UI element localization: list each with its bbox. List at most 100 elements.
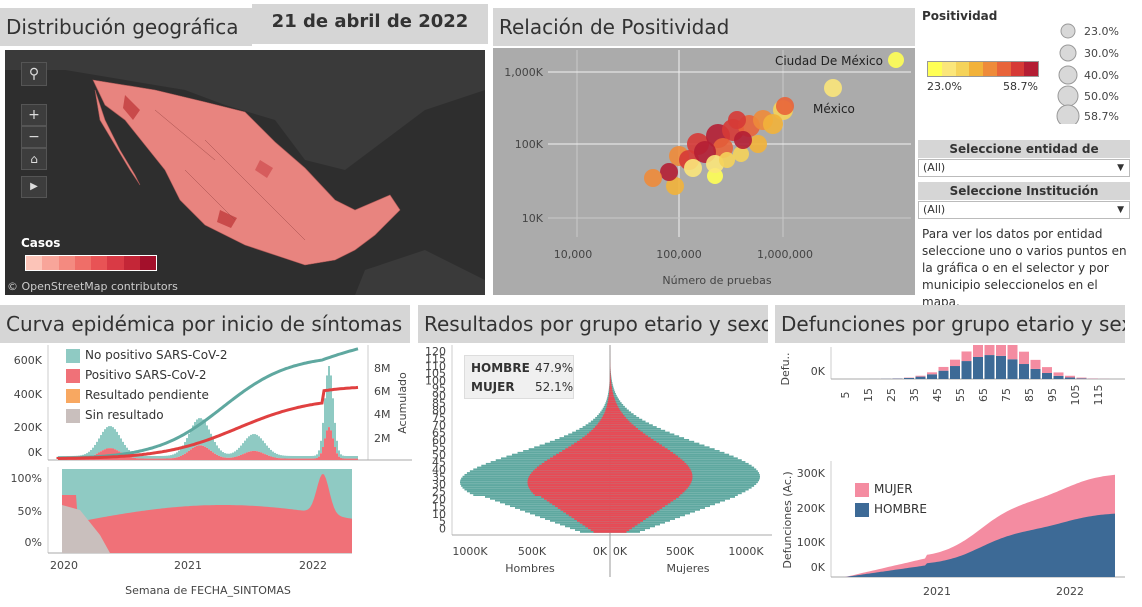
deaths-ytick: 100K <box>797 536 826 549</box>
epi-bar-pos <box>290 459 292 460</box>
pyr-bar-mujer-pos <box>610 489 686 491</box>
epi-bar-pos <box>208 449 210 460</box>
pyr-bar-hombre-pos <box>609 393 610 395</box>
scatter-point[interactable] <box>776 97 794 115</box>
home-button[interactable]: ⌂ <box>21 148 47 170</box>
epi-bar-neg <box>302 456 304 459</box>
epi-legend-item[interactable]: Positivo SARS-CoV-2 <box>66 368 207 383</box>
cases-legend-swatch <box>26 256 42 270</box>
death-age-tick: 75 <box>1000 388 1013 402</box>
pyr-right-label: Mujeres <box>666 562 709 575</box>
cases-legend-swatch <box>42 256 58 270</box>
pyr-bar-mujer-pos <box>610 393 613 395</box>
epi-bar-pos <box>236 456 238 460</box>
epi-legend-swatch <box>66 409 80 423</box>
epi-bar-neg <box>346 456 348 459</box>
epi-bar-neg <box>100 435 102 451</box>
zoom-in-button[interactable]: + <box>21 104 47 126</box>
epi-bar-neg <box>90 450 92 457</box>
pyr-bar-hombre-pos <box>571 445 610 447</box>
pyr-bar-hombre-pos <box>594 531 611 533</box>
pyr-bar-hombre-pos <box>607 402 610 404</box>
pyr-bar-mujer-pos <box>610 529 629 531</box>
play-button[interactable]: ▶ <box>21 176 47 198</box>
scatter-point[interactable] <box>824 79 842 97</box>
epi-bar-neg <box>304 456 306 459</box>
pyr-bar-hombre-pos <box>605 411 610 413</box>
positividad-min: 23.0% <box>927 80 962 93</box>
entidad-select-value: (All) <box>923 161 945 174</box>
epi-bar-neg <box>296 456 298 459</box>
pyramid-title: Resultados por grupo etario y sexo <box>418 305 768 343</box>
deaths-legend-item[interactable]: HOMBRE <box>855 502 927 517</box>
pyr-right-tick: 1000K <box>728 545 764 558</box>
epi-bar-neg <box>272 452 274 457</box>
epi-xtick: 2020 <box>50 559 78 572</box>
map-search-button[interactable]: ⚲ <box>21 62 47 86</box>
death-age-bar-mujer <box>950 360 960 366</box>
epi-bar-neg <box>116 432 118 450</box>
epi-bar-pos <box>152 459 154 460</box>
epi-bar-pos <box>346 459 348 460</box>
pyr-bar-mujer-pos <box>610 474 692 476</box>
epi-bar-pos <box>190 449 192 460</box>
scatter-point[interactable] <box>719 152 735 168</box>
epi-pcttick: 50% <box>18 505 42 518</box>
zoom-out-button[interactable]: − <box>21 126 47 148</box>
epi-bar-pos <box>264 454 266 460</box>
epi-bar-pos <box>248 452 250 460</box>
pyr-bar-hombre-pos <box>580 522 610 524</box>
epi-bar-pos <box>176 457 178 460</box>
scatter-point[interactable] <box>734 131 752 149</box>
epi-bar-pos <box>172 458 174 460</box>
death-age-bar-hombre <box>927 374 937 379</box>
cases-legend-swatch <box>75 256 91 270</box>
scatter-point[interactable] <box>684 159 702 177</box>
epi-bar-neg <box>314 456 316 459</box>
deaths-ytick: 300K <box>797 467 826 480</box>
pyr-bar-hombre-pos <box>607 406 610 408</box>
deaths-legend-item[interactable]: MUJER <box>855 482 913 497</box>
size-label: 58.7% <box>1084 110 1119 123</box>
scatter-point[interactable] <box>888 52 904 68</box>
epi-bar-neg <box>210 434 212 451</box>
entidad-select[interactable]: (All) ▼ <box>918 159 1130 177</box>
epi-bar-neg <box>244 441 246 454</box>
cases-legend-swatch <box>140 256 156 270</box>
epi-bar-pos <box>160 459 162 460</box>
map-canvas[interactable]: ⚲ + − ⌂ ▶ Casos © OpenStreetMap contribu… <box>5 50 485 295</box>
scatter-point[interactable] <box>728 111 746 129</box>
pyr-bar-hombre-pos <box>547 500 610 502</box>
pyr-bar-hombre-pos <box>574 443 610 445</box>
epi-bar-pos <box>168 458 170 460</box>
pyr-bar-mujer-pos <box>610 382 611 384</box>
death-age-bar-mujer <box>973 345 983 357</box>
epi-bar-pos <box>286 459 288 460</box>
pyr-bar-mujer-pos <box>610 503 668 505</box>
pyr-bar-hombre-pos <box>589 432 610 434</box>
epi-bar-pos <box>216 455 218 460</box>
epi-bar-neg <box>336 441 338 453</box>
scatter-point[interactable] <box>660 163 678 181</box>
death-age-bar-hombre <box>950 366 960 379</box>
pyr-bar-mujer-pos <box>610 386 612 388</box>
scatter-point[interactable] <box>763 114 783 134</box>
epi-legend-item[interactable]: Resultado pendiente <box>66 388 209 403</box>
epi-bar-neg <box>250 435 252 451</box>
epi-bar-pos <box>262 453 264 460</box>
pyr-bar-hombre-pos <box>530 474 610 476</box>
pyr-bar-hombre-pos <box>553 456 610 458</box>
scatter-point[interactable] <box>644 169 662 187</box>
pyr-bar-hombre-pos <box>537 467 610 469</box>
pyr-bar-hombre-pos <box>605 410 610 412</box>
search-icon: ⚲ <box>29 66 39 82</box>
size-label: 50.0% <box>1084 90 1119 103</box>
epi-bar-pos <box>352 459 354 460</box>
epi-bar-neg <box>164 456 166 459</box>
pyr-bar-mujer-pos <box>610 452 673 454</box>
pyr-bar-hombre-pos <box>588 527 610 529</box>
death-age-tick: 65 <box>977 388 990 402</box>
institucion-select[interactable]: (All) ▼ <box>918 201 1130 219</box>
epi-legend-item[interactable]: No positivo SARS-CoV-2 <box>66 348 228 363</box>
epi-legend-item[interactable]: Sin resultado <box>66 408 164 423</box>
